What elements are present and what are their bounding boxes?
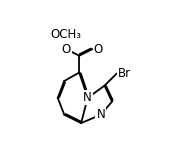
Text: O: O [62,43,71,56]
Text: O: O [94,43,103,56]
Text: N: N [83,91,92,104]
Text: OCH₃: OCH₃ [51,28,82,41]
Text: N: N [96,108,105,121]
Text: Br: Br [118,67,131,80]
